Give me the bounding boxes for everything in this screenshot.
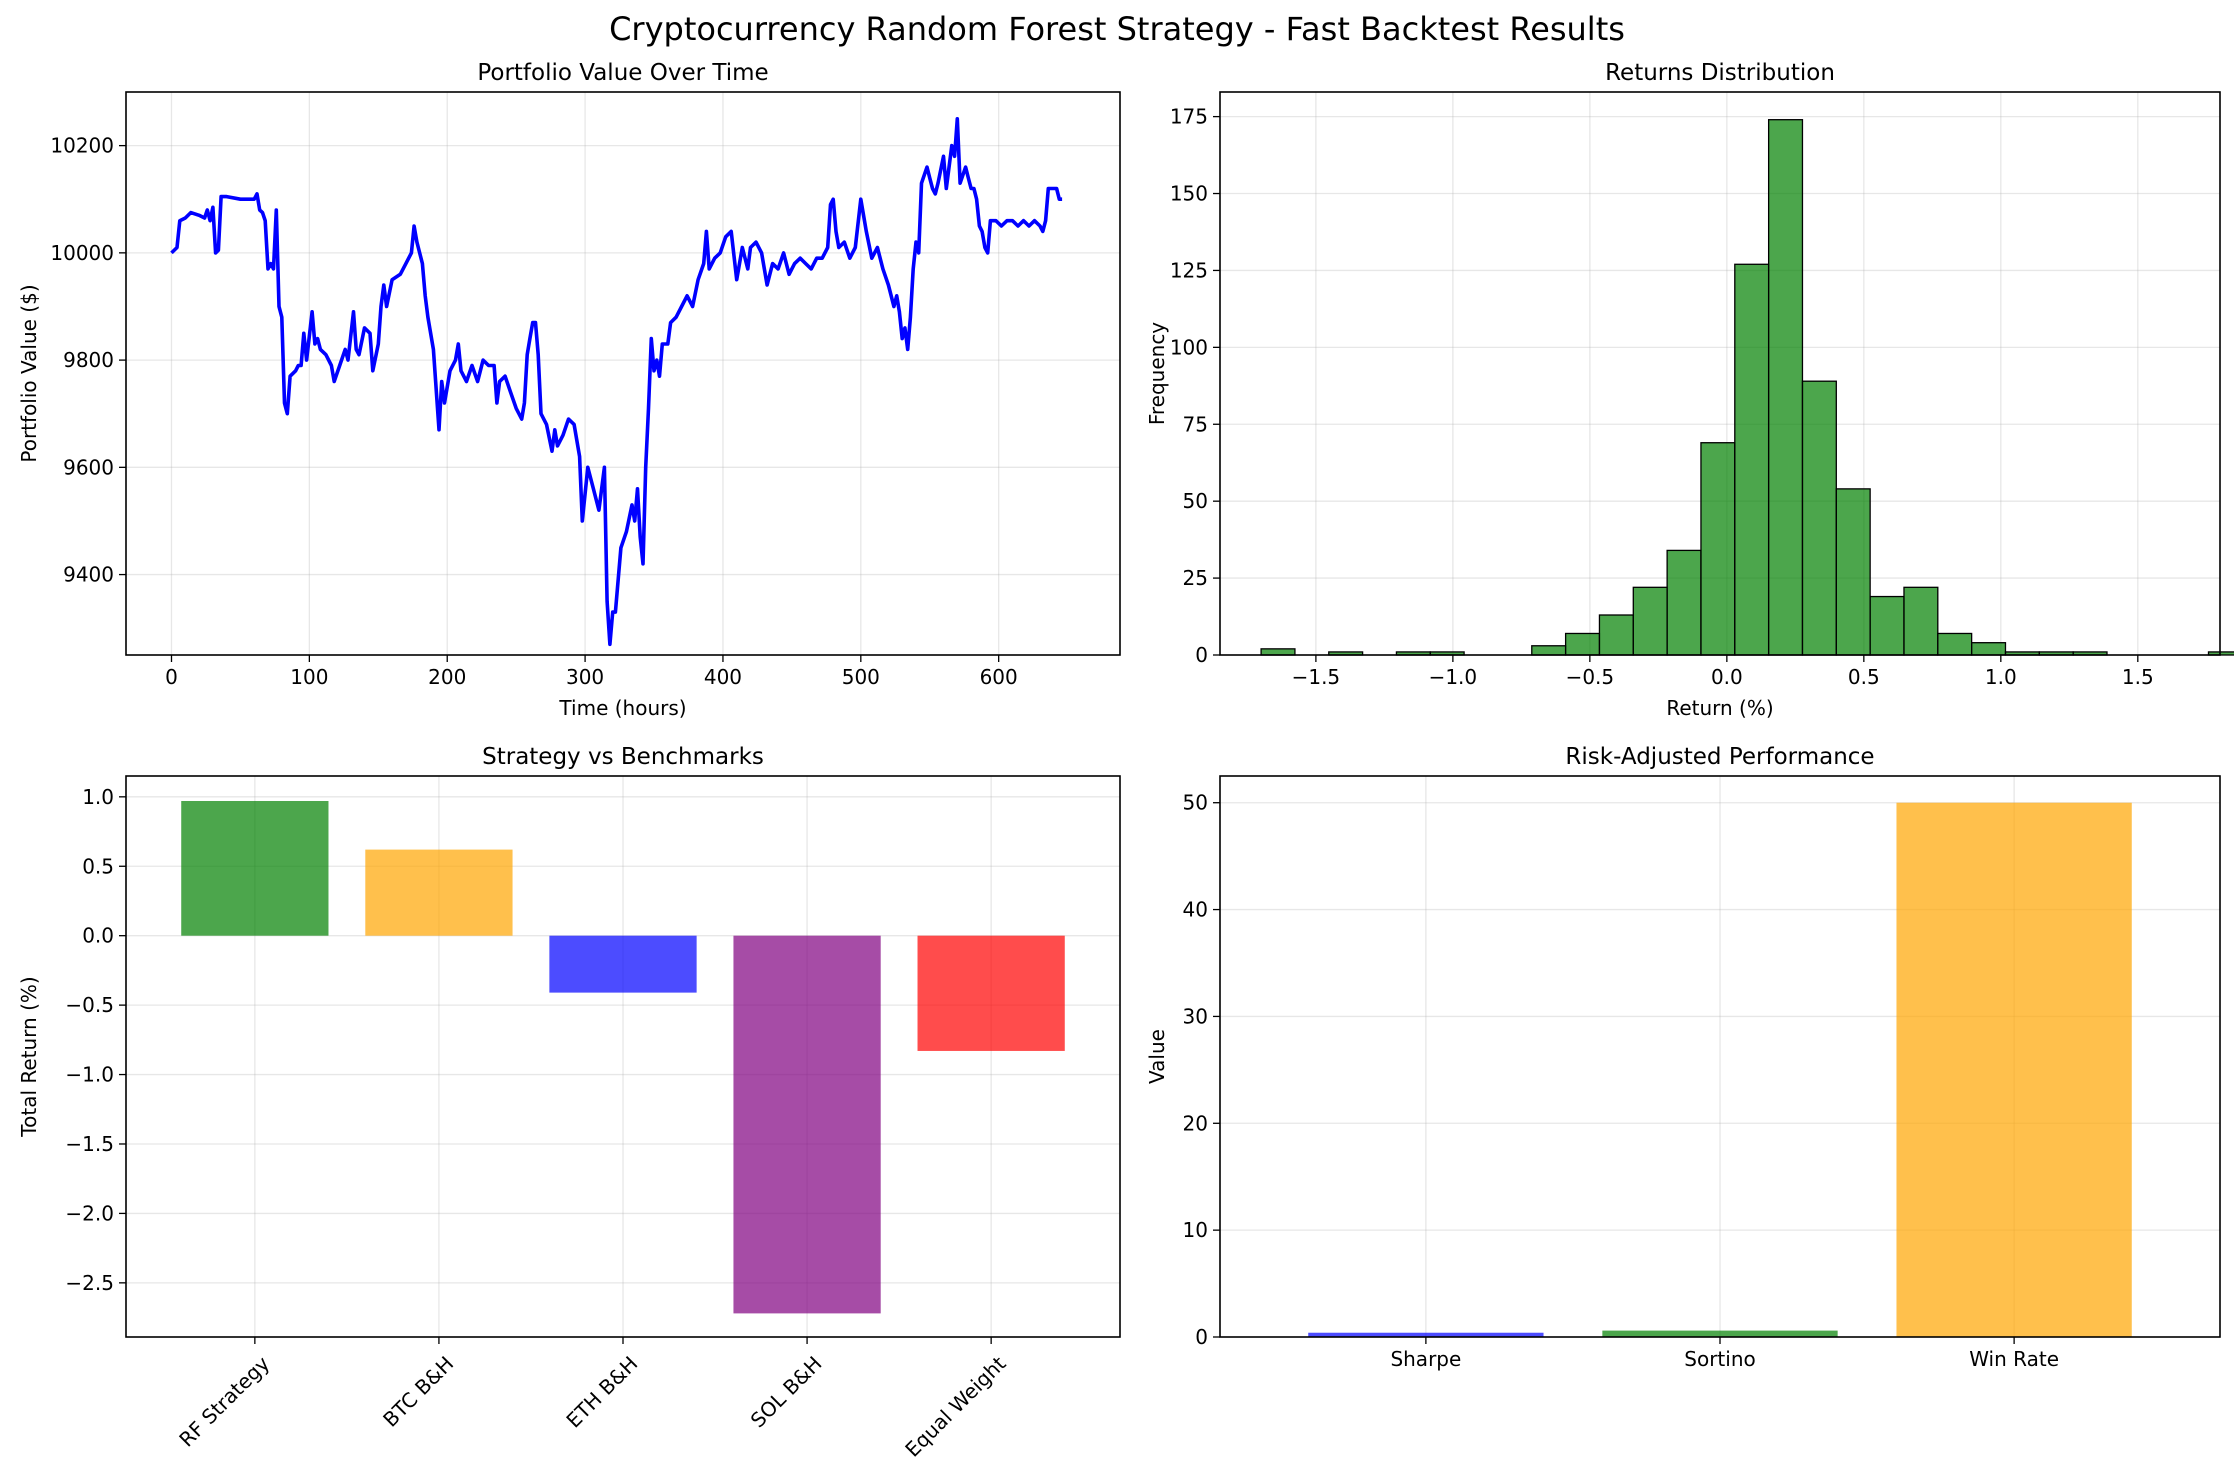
x-tick-label: 200 (428, 665, 466, 689)
y-tick-label: 150 (1170, 182, 1208, 206)
bar-equal-weight (917, 935, 1065, 1051)
strategy-vs-benchmarks-panel: Strategy vs Benchmarks −2.5 −2.0 −1.5 −1.0 −0… (17, 744, 1121, 1462)
figure-suptitle: Cryptocurrency Random Forest Strategy - … (609, 10, 1625, 48)
x-tick-label: SOL B&H (746, 1351, 827, 1432)
bar-sortino (1602, 1330, 1838, 1337)
y-tick-label: 1.0 (82, 785, 114, 809)
x-tick-label: 0.5 (1848, 665, 1880, 689)
histogram-bar (1666, 549, 1702, 656)
x-tick-label: Sortino (1684, 1347, 1755, 1371)
y-axis-label: Portfolio Value ($) (17, 284, 41, 462)
y-tick-label: −1.5 (65, 1132, 114, 1156)
x-tick-label: 1.5 (2122, 665, 2154, 689)
x-tick-label: 0 (165, 665, 178, 689)
histogram-bar (2207, 651, 2234, 656)
bar-rf-strategy (181, 800, 329, 936)
x-tick-label: 0.0 (1711, 665, 1743, 689)
portfolio-value-line (170, 117, 1063, 647)
y-tick-label: 40 (1183, 898, 1208, 922)
y-tick-label: −1.0 (65, 1063, 114, 1087)
histogram-bar (1767, 119, 1804, 656)
panel-title: Portfolio Value Over Time (477, 60, 768, 86)
y-tick-label: 125 (1170, 258, 1208, 282)
y-tick-label: 9600 (63, 455, 114, 479)
histogram-bar (1260, 648, 1296, 656)
returns-distribution-panel: Returns Distribution −1.5 −1.0 −0.5 0.0 0.5 1.… (1145, 60, 2234, 720)
histogram-bar (1801, 380, 1837, 656)
histogram-bar (1598, 614, 1634, 656)
bar-eth-b-h (549, 935, 697, 993)
panel-title: Risk-Adjusted Performance (1565, 744, 1874, 770)
x-tick-label: ETH B&H (561, 1351, 642, 1432)
x-tick-label: RF Strategy (174, 1351, 274, 1451)
panel-title: Strategy vs Benchmarks (482, 744, 764, 770)
y-tick-label: 100 (1170, 335, 1208, 359)
y-tick-label: 75 (1183, 412, 1208, 436)
x-tick-label: −1.0 (1429, 665, 1478, 689)
axes-frame (1219, 775, 2221, 1338)
y-tick-label: 9800 (63, 348, 114, 372)
y-tick-label: 25 (1183, 566, 1208, 590)
histogram-bar (1869, 595, 1905, 656)
y-axis-label: Value (1145, 1029, 1169, 1084)
x-axis-label: Time (hours) (558, 696, 686, 720)
x-tick-label: 100 (290, 665, 328, 689)
x-tick-label: −1.5 (1292, 665, 1341, 689)
y-tick-label: 50 (1183, 489, 1208, 513)
histogram-bar (1700, 442, 1736, 656)
x-tick-label: 1.0 (1985, 665, 2017, 689)
y-axis-label: Frequency (1145, 322, 1169, 425)
y-tick-label: 0 (1195, 643, 1208, 667)
y-tick-label: 10200 (50, 134, 114, 158)
histogram-bar (1564, 632, 1601, 656)
x-tick-label: 500 (842, 665, 880, 689)
bar-btc-b-h (365, 849, 513, 936)
x-tick-label: 300 (566, 665, 604, 689)
portfolio-value-panel: Portfolio Value Over Time 0 100 200 300 400 50… (17, 60, 1121, 720)
bar-sol-b-h (733, 935, 881, 1314)
risk-adjusted-performance-panel: Risk-Adjusted Performance 0 10 20 30 40 50 Valu… (1145, 744, 2221, 1371)
x-tick-label: Equal Weight (900, 1351, 1010, 1461)
histogram-bar (1531, 645, 1567, 656)
histogram-bar (1632, 586, 1668, 656)
y-tick-label: 0 (1195, 1325, 1208, 1349)
histogram-bar (1835, 488, 1871, 656)
y-tick-label: 10 (1183, 1218, 1208, 1242)
y-tick-label: −0.5 (65, 993, 114, 1017)
histogram-bar (1734, 263, 1770, 656)
y-tick-label: 175 (1170, 105, 1208, 129)
x-tick-label: −0.5 (1566, 665, 1615, 689)
histogram-bar (1903, 586, 1939, 656)
y-tick-label: 30 (1183, 1004, 1208, 1028)
panel-title: Returns Distribution (1605, 60, 1835, 86)
y-tick-label: 50 (1183, 791, 1208, 815)
axes-frame (125, 775, 1121, 1338)
y-axis-label: Total Return (%) (17, 976, 41, 1137)
histogram-bar (1970, 642, 2007, 656)
x-tick-label: 400 (704, 665, 742, 689)
x-tick-label: 600 (980, 665, 1018, 689)
y-tick-label: 0.5 (82, 854, 114, 878)
axes-frame (1219, 91, 2221, 656)
y-tick-label: 9400 (63, 563, 114, 587)
bar-win-rate (1896, 802, 2132, 1337)
plot-area (126, 92, 1120, 655)
x-tick-label: Win Rate (1969, 1347, 2059, 1371)
axes-frame (125, 91, 1121, 656)
y-tick-label: 20 (1183, 1111, 1208, 1135)
y-tick-label: −2.5 (65, 1271, 114, 1295)
y-tick-label: 10000 (50, 241, 114, 265)
x-tick-label: Sharpe (1390, 1347, 1461, 1371)
y-tick-label: −2.0 (65, 1201, 114, 1225)
x-axis-label: Return (%) (1666, 696, 1773, 720)
x-tick-label: BTC B&H (378, 1351, 458, 1431)
bar-sharpe (1308, 1332, 1544, 1337)
histogram-bar (1937, 632, 1973, 656)
y-tick-label: 0.0 (82, 924, 114, 948)
